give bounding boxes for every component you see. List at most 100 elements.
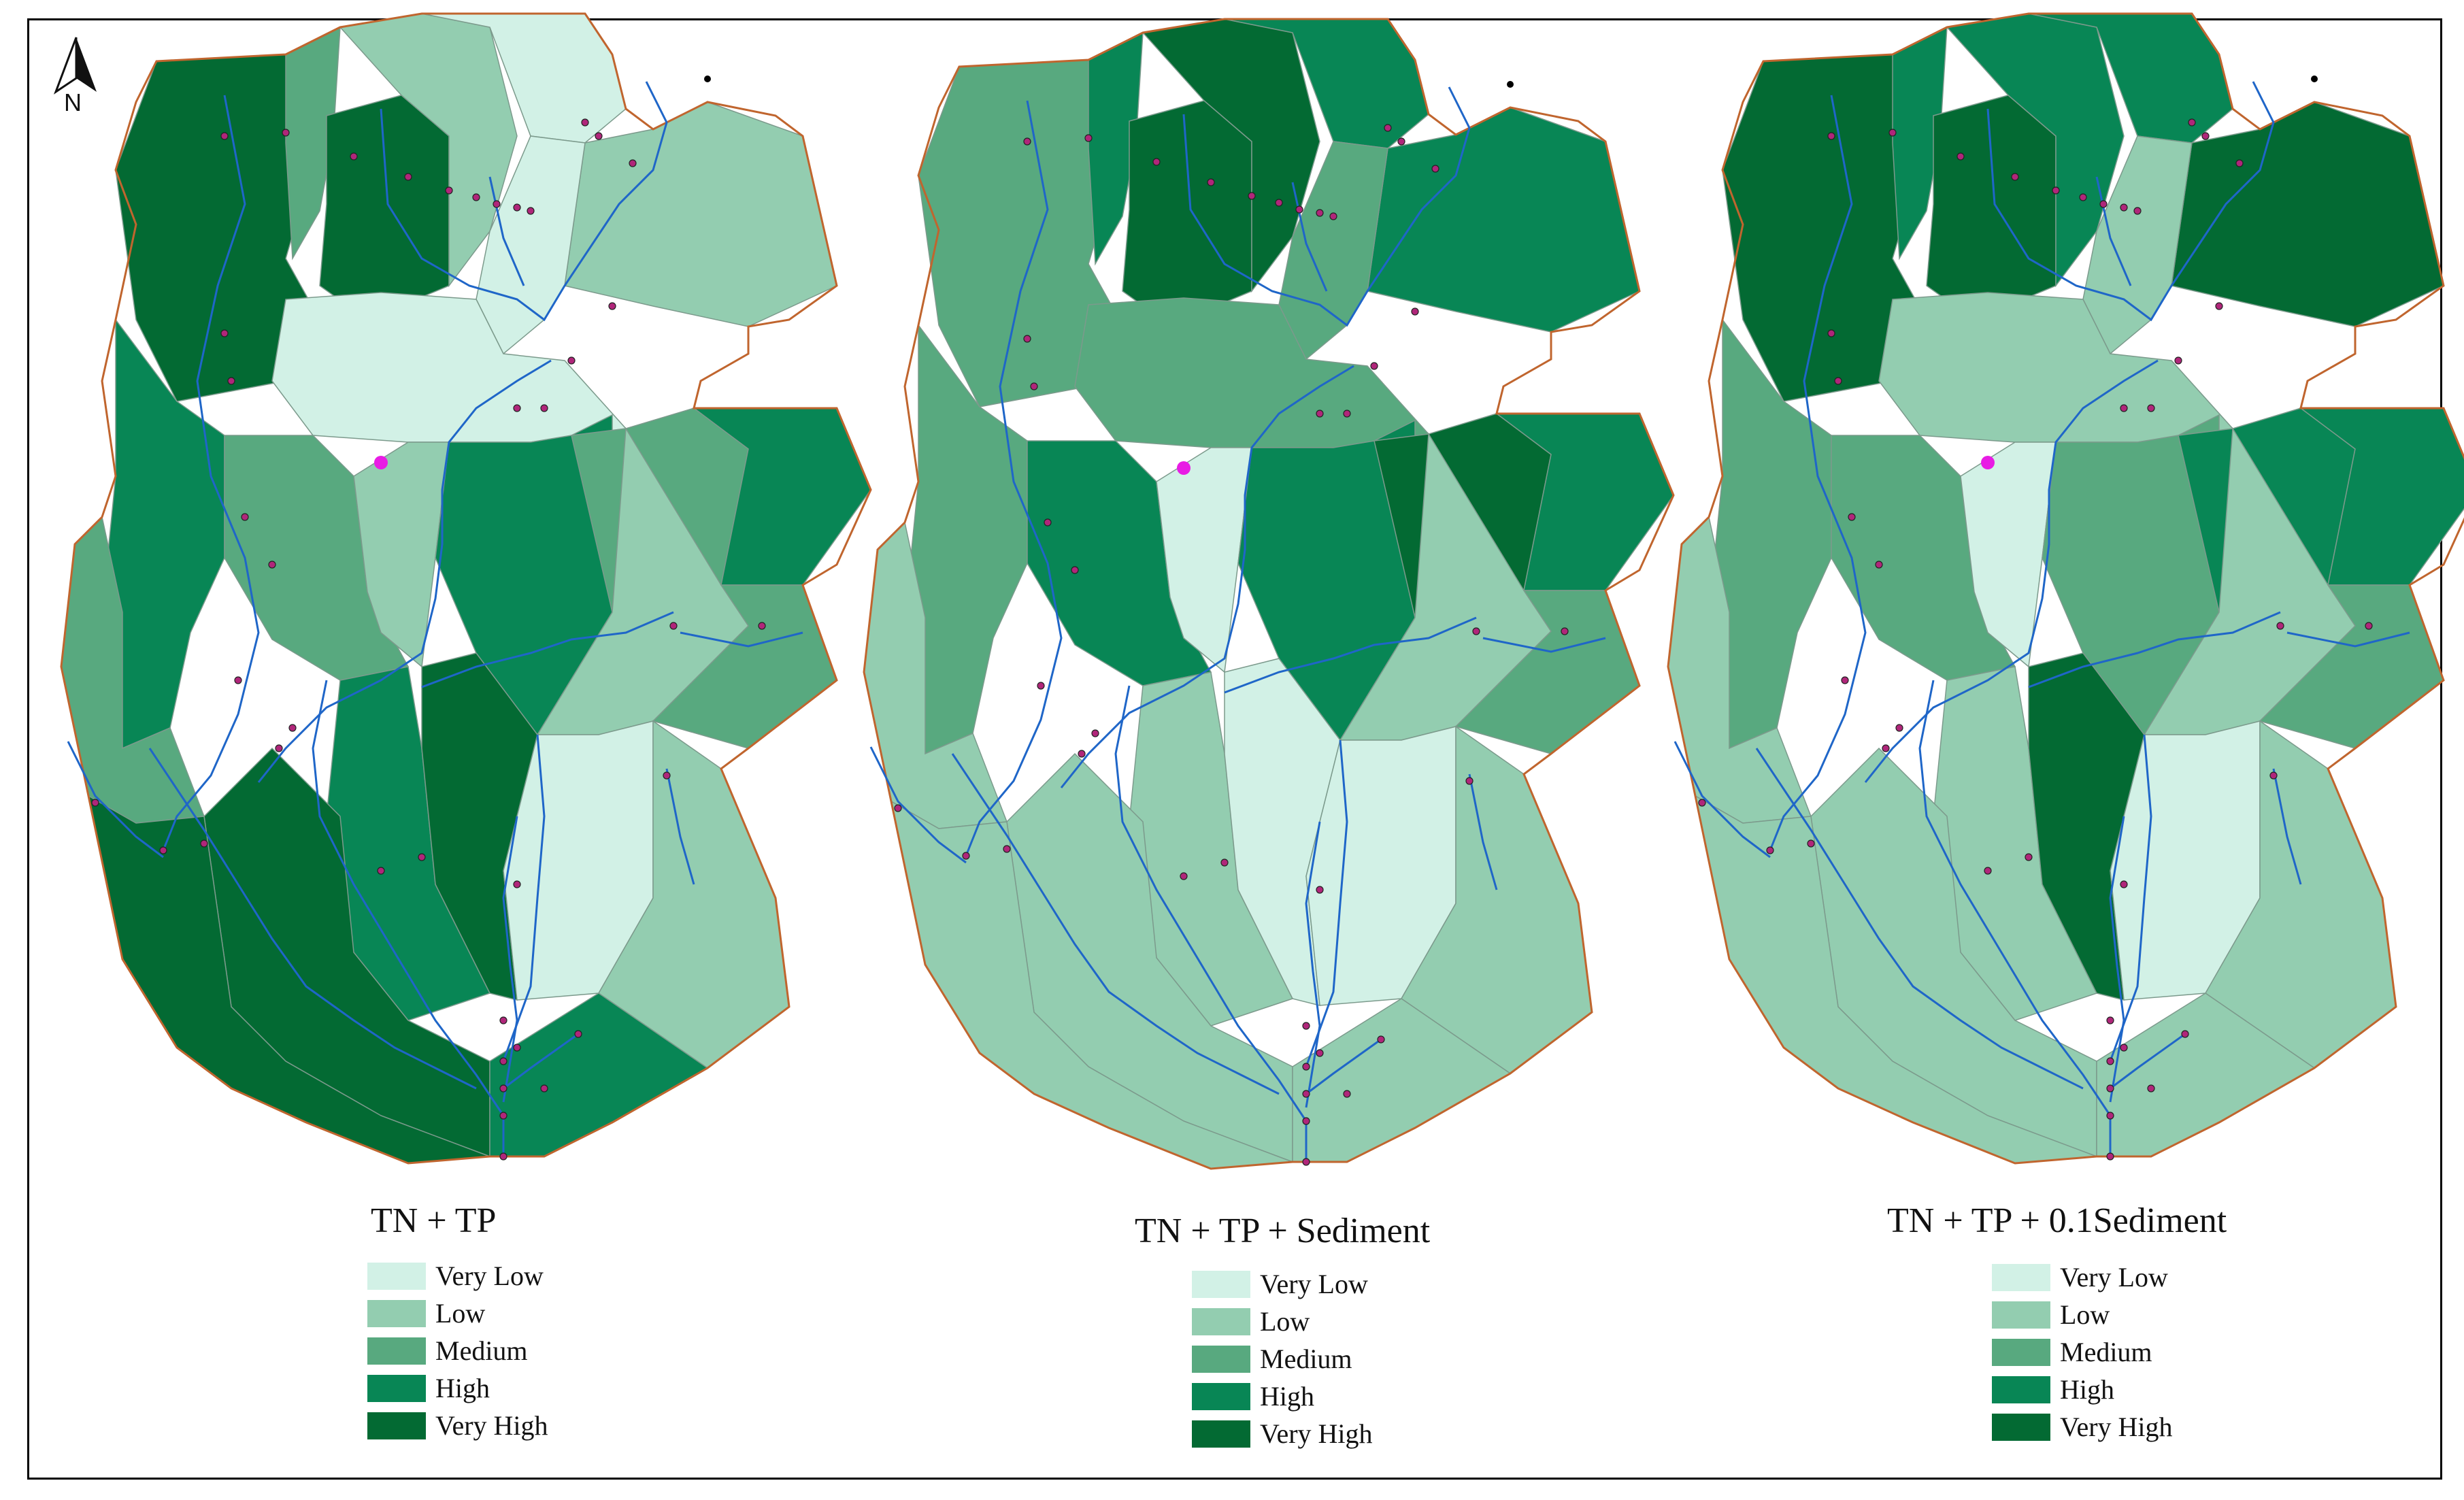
monitoring-point [2025, 853, 2033, 861]
river-line [869, 746, 967, 864]
legend-item: Very High [367, 1407, 548, 1444]
legend-item: Low [367, 1295, 548, 1332]
river-line [1755, 748, 2084, 1090]
monitoring-point [404, 173, 412, 181]
monitoring-point [1343, 410, 1351, 418]
subbasin [564, 101, 837, 327]
monitoring-point [445, 186, 453, 195]
monitoring-point [2099, 200, 2108, 208]
river-line [421, 611, 674, 688]
river-line [2272, 768, 2302, 885]
monitoring-point [1152, 158, 1161, 166]
monitoring-point [220, 329, 229, 337]
legend-item: High [1192, 1378, 1373, 1415]
river-line [1986, 81, 2275, 322]
legend-tn-tp-01sediment: Very Low Low Medium High Very High [1992, 1259, 2173, 1446]
monitoring-point [1091, 729, 1099, 737]
legend-label: Low [2060, 1299, 2110, 1330]
legend-label: Very High [435, 1410, 548, 1441]
subbasin [1074, 297, 1430, 448]
monitoring-point [227, 377, 235, 385]
monitoring-point [513, 1044, 521, 1052]
monitoring-point [1834, 377, 1842, 385]
monitoring-point [663, 771, 671, 780]
monitoring-point [1465, 777, 1474, 785]
river-line [488, 176, 525, 286]
legend-swatch-very-high [1992, 1413, 2050, 1441]
map-tn-tp [60, 12, 872, 1165]
monitoring-point [2106, 1057, 2114, 1065]
monitoring-point [1180, 872, 1188, 880]
outlet-point [374, 456, 388, 469]
legend-item: High [367, 1369, 548, 1407]
river-line [951, 753, 1280, 1095]
river-line [1482, 637, 1606, 653]
monitoring-point [1302, 1022, 1310, 1030]
monitoring-point [1766, 846, 1774, 854]
legend-label: Medium [435, 1335, 528, 1366]
monitoring-point [581, 118, 589, 127]
monitoring-point [1827, 132, 1835, 140]
river-line [312, 680, 505, 1156]
monitoring-point [1698, 799, 1706, 807]
subbasin [2171, 101, 2444, 327]
legend-label: Very Low [2060, 1262, 2168, 1293]
monitoring-point [1316, 886, 1324, 894]
monitoring-point [540, 404, 548, 412]
river-line [148, 748, 477, 1090]
monitoring-point [1078, 750, 1086, 758]
monitoring-point [350, 152, 358, 161]
monitoring-point [1370, 362, 1378, 370]
monitoring-point [1411, 307, 1419, 316]
monitoring-point [1316, 1049, 1324, 1057]
legend-swatch-very-low [1192, 1270, 1250, 1298]
monitoring-point [567, 356, 576, 365]
monitoring-point [2365, 622, 2373, 630]
monitoring-point [2147, 1084, 2155, 1093]
monitoring-point [1030, 382, 1038, 390]
subbasin [1878, 292, 2234, 443]
legend-swatch-high [367, 1374, 426, 1402]
river-line [1114, 685, 1308, 1162]
monitoring-point [1302, 1117, 1310, 1125]
river-line [2109, 734, 2152, 1062]
river-line [1291, 182, 1328, 292]
map-tn-tp-sediment [863, 18, 1675, 1170]
north-arrow-icon [53, 37, 97, 95]
map-tn-tp-01sediment [1667, 12, 2464, 1165]
outlet-point [1177, 461, 1191, 475]
monitoring-point [2052, 186, 2060, 195]
legend-item: High [1992, 1371, 2173, 1408]
river-line [1224, 616, 1477, 694]
subbasin [1960, 441, 2057, 668]
river-line [1918, 680, 2112, 1156]
legend-label: Low [1260, 1306, 1310, 1337]
monitoring-point [1397, 137, 1405, 146]
legend-label: Low [435, 1298, 486, 1329]
panel-title-tn-tp: TN + TP [371, 1201, 497, 1240]
monitoring-point [2079, 193, 2087, 201]
monitoring-point [1384, 124, 1392, 132]
river-line [965, 100, 1063, 856]
monitoring-point [1957, 152, 1965, 161]
legend-swatch-very-low [367, 1262, 426, 1290]
river-line [1305, 821, 1321, 1108]
monitoring-point [1003, 845, 1011, 853]
legend-label: Very Low [435, 1261, 544, 1291]
river-line [502, 816, 518, 1103]
monitoring-point [200, 839, 208, 848]
river-line [2110, 1033, 2186, 1090]
legend-item: Very Low [367, 1257, 548, 1295]
subbasin [101, 318, 225, 750]
legend-label: Very High [1260, 1418, 1373, 1449]
reference-dot [1507, 81, 1514, 88]
legend-item: Medium [1192, 1340, 1373, 1378]
legend-swatch-very-low [1992, 1263, 2050, 1291]
monitoring-point [513, 880, 521, 888]
subbasin [1122, 100, 1252, 326]
monitoring-point [1561, 627, 1569, 635]
watershed-boundary [1667, 12, 2464, 1165]
legend-item: Very Low [1992, 1259, 2173, 1296]
subbasin [1708, 318, 1832, 750]
